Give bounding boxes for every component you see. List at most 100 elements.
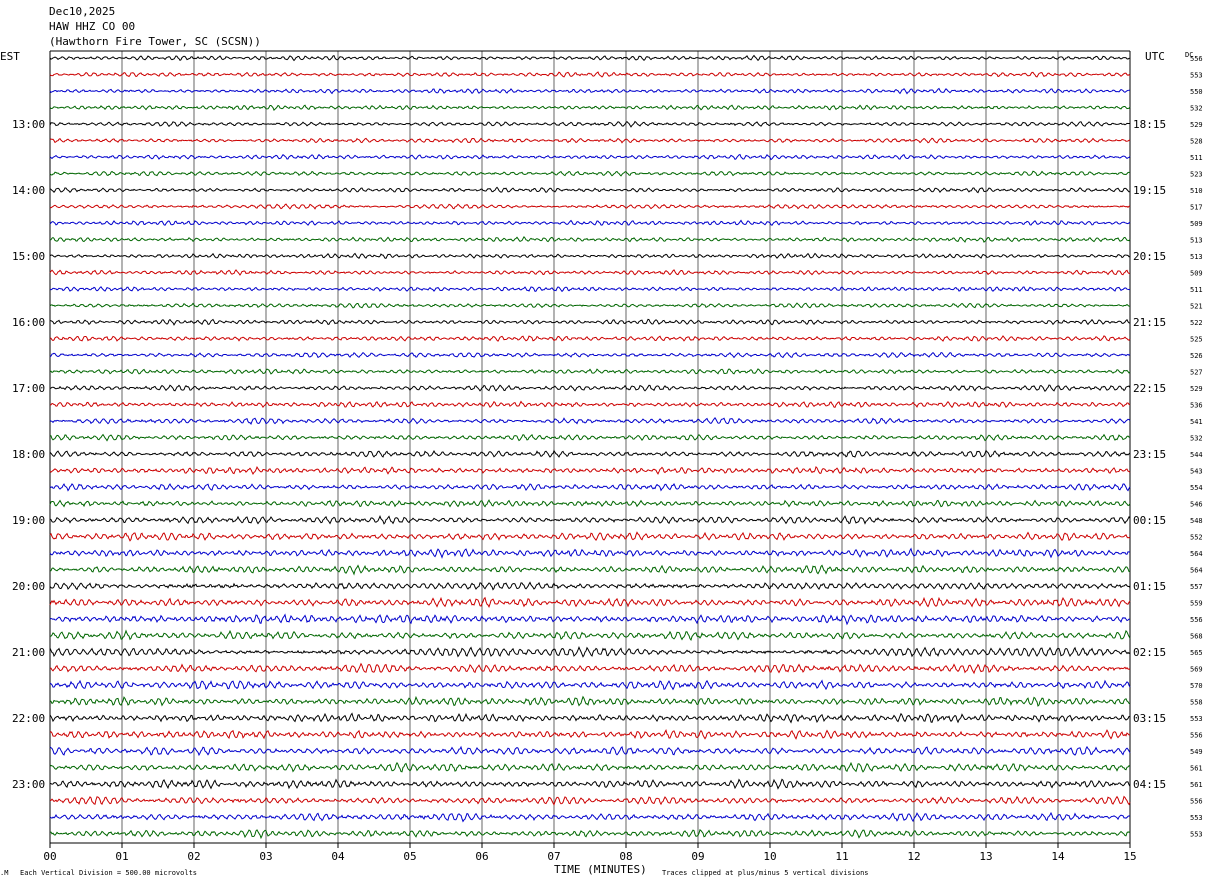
x-tick-label: 15	[1123, 850, 1136, 863]
seismic-trace	[49, 531, 1131, 542]
est-hour-label: 19:00	[12, 514, 45, 527]
dc-offset-label: 544	[1190, 451, 1203, 459]
dc-offset-label: 517	[1190, 204, 1203, 212]
time-gridlines	[49, 50, 1131, 844]
seismic-trace	[49, 137, 1131, 144]
x-tick-label: 03	[259, 850, 272, 863]
utc-hour-labels: 18:15 19:15 20:15 21:15 22:15 23:15 00:15 01:15…	[1133, 118, 1166, 791]
x-axis-ticks: 00 01 02 03 04 05 06 07 08 09 10 11 12 13 14 15	[43, 843, 1137, 863]
utc-hour-label: 23:15	[1133, 448, 1166, 461]
dc-offset-label: 554	[1190, 484, 1203, 492]
dc-offset-label: 523	[1190, 171, 1203, 179]
est-hour-label: 18:00	[12, 448, 45, 461]
seismic-trace	[49, 547, 1131, 559]
x-tick-label: 11	[835, 850, 848, 863]
dc-offset-label: 558	[1190, 699, 1203, 707]
dc-offset-label: 532	[1190, 105, 1203, 113]
dc-offset-label: 561	[1190, 765, 1203, 773]
dc-offset-label: 546	[1190, 501, 1203, 509]
x-tick-label: 13	[979, 850, 992, 863]
seismic-trace	[49, 416, 1131, 426]
x-tick-label: 14	[1051, 850, 1065, 863]
utc-hour-label: 21:15	[1133, 316, 1166, 329]
clip-note: Traces clipped at plus/minus 5 vertical …	[662, 869, 869, 877]
est-hour-label: 17:00	[12, 382, 45, 395]
dc-offset-label: 529	[1190, 385, 1203, 393]
dc-offset-label: 564	[1190, 567, 1203, 575]
dc-offset-label: 543	[1190, 468, 1203, 476]
dc-offset-label: 513	[1190, 237, 1203, 245]
left-zone-label: EST	[0, 50, 20, 63]
seismic-trace	[49, 219, 1131, 226]
dc-offset-labels: 556 553 550 532 529 528 511 523 510 517 509 513 513 5…	[1190, 55, 1203, 839]
seismic-trace	[49, 662, 1131, 675]
seismic-trace	[49, 679, 1131, 691]
seismic-trace	[49, 828, 1131, 840]
utc-hour-label: 01:15	[1133, 580, 1166, 593]
seismic-trace	[49, 384, 1131, 393]
x-tick-label: 08	[619, 850, 632, 863]
dc-offset-label: 556	[1190, 798, 1203, 806]
seismic-traces	[49, 54, 1131, 840]
seismic-trace	[49, 400, 1131, 409]
seismic-trace	[49, 71, 1131, 78]
est-hour-label: 15:00	[12, 250, 45, 263]
seismic-trace	[49, 235, 1131, 243]
seismic-trace	[49, 695, 1131, 707]
est-hour-label: 22:00	[12, 712, 45, 725]
seismic-trace	[49, 581, 1131, 591]
seismic-trace	[49, 811, 1131, 823]
dc-offset-label: 536	[1190, 402, 1203, 410]
dc-offset-label: 527	[1190, 369, 1203, 377]
seismic-trace	[49, 712, 1131, 724]
dc-offset-label: 529	[1190, 121, 1203, 129]
header-station: HAW HHZ CO 00	[49, 20, 135, 33]
utc-hour-label: 19:15	[1133, 184, 1166, 197]
dc-offset-label: 556	[1190, 616, 1203, 624]
dc-label: DC	[1185, 51, 1193, 59]
corner-mark: .M	[0, 869, 8, 877]
seismic-trace	[49, 745, 1131, 757]
seismic-trace	[49, 596, 1131, 609]
seismic-trace	[49, 646, 1131, 658]
x-tick-label: 04	[331, 850, 345, 863]
dc-offset-label: 561	[1190, 781, 1203, 789]
seismic-trace	[49, 761, 1131, 773]
utc-hour-label: 00:15	[1133, 514, 1166, 527]
dc-offset-label: 525	[1190, 336, 1203, 344]
dc-offset-label: 541	[1190, 418, 1203, 426]
seismic-trace	[49, 483, 1131, 492]
seismic-trace	[49, 514, 1131, 525]
seismic-trace	[49, 449, 1131, 458]
dc-offset-label: 568	[1190, 633, 1203, 641]
dc-offset-label: 553	[1190, 831, 1203, 839]
est-hour-label: 20:00	[12, 580, 45, 593]
dc-offset-label: 553	[1190, 715, 1203, 723]
dc-offset-label: 564	[1190, 550, 1203, 558]
seismic-trace	[49, 351, 1131, 359]
utc-hour-label: 20:15	[1133, 250, 1166, 263]
seismic-trace	[49, 433, 1131, 442]
seismic-trace	[49, 795, 1131, 806]
dc-offset-label: 511	[1190, 154, 1203, 162]
utc-hour-label: 02:15	[1133, 646, 1166, 659]
dc-offset-label: 548	[1190, 517, 1203, 525]
dc-offset-label: 553	[1190, 814, 1203, 822]
seismic-trace	[49, 302, 1131, 309]
dc-offset-label: 509	[1190, 220, 1203, 228]
dc-offset-label: 532	[1190, 435, 1203, 443]
dc-offset-label: 557	[1190, 583, 1203, 591]
est-hour-label: 16:00	[12, 316, 45, 329]
seismic-trace	[49, 465, 1131, 475]
dc-offset-label: 556	[1190, 55, 1203, 63]
utc-hour-label: 04:15	[1133, 778, 1166, 791]
seismic-trace	[49, 778, 1131, 790]
est-hour-label: 23:00	[12, 778, 45, 791]
utc-hour-label: 03:15	[1133, 712, 1166, 725]
seismic-trace	[49, 729, 1131, 740]
dc-offset-label: 509	[1190, 270, 1203, 278]
x-tick-label: 06	[475, 850, 488, 863]
seismic-trace	[49, 564, 1131, 576]
est-hour-label: 14:00	[12, 184, 45, 197]
seismic-trace	[49, 203, 1131, 210]
